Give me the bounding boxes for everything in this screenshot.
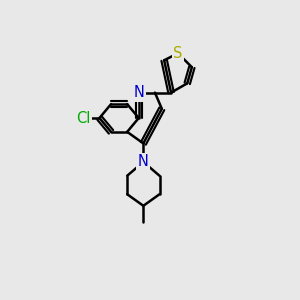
Text: N: N bbox=[138, 154, 149, 169]
Text: Cl: Cl bbox=[76, 110, 91, 125]
Text: N: N bbox=[133, 85, 144, 100]
Text: S: S bbox=[173, 46, 183, 61]
